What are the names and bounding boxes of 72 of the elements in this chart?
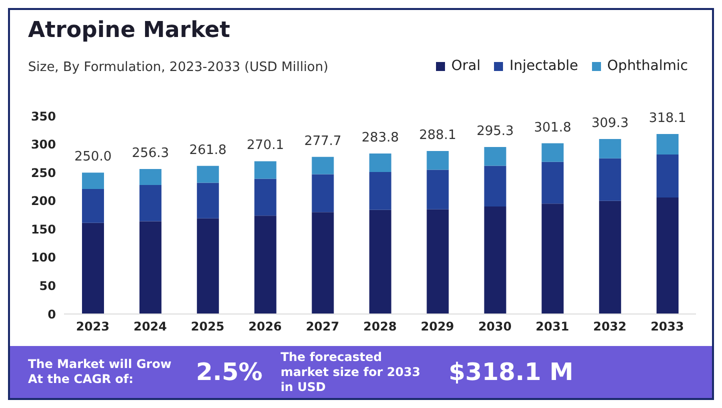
total-label: 277.7 [304,134,342,149]
chart-title: Atropine Market [28,18,230,43]
legend-label: Ophthalmic [606,58,688,74]
bar [196,182,219,218]
y-tick-label: 0 [48,307,56,322]
y-tick-label: 50 [39,278,56,293]
bar [656,154,679,198]
bar [426,151,449,170]
legend-label: Oral [450,58,480,74]
text: 2.5% [196,358,263,386]
x-tick-label: 2025 [190,320,224,334]
bar [196,218,219,314]
total-label: 261.8 [189,142,227,158]
bar [484,206,506,314]
bar [82,222,104,314]
bar [484,166,506,207]
y-tick-label: 300 [30,138,56,152]
y-tick-label: 350 [30,109,56,124]
bar [254,216,276,314]
y-tick-label: 150 [30,222,56,236]
bar [254,161,276,179]
text: The forecasted market size for 2033 in USD [280,350,422,394]
x-tick-label: 2032 [593,320,627,334]
bar [82,188,104,223]
text: The Market will Grow At the CAGR of: [28,357,172,387]
bar [312,212,334,314]
legend-label: Injectable [508,58,578,74]
bar [139,185,162,222]
x-tick-label: 2024 [133,320,167,334]
chart-subtitle: Size, By Formulation, 2023-2033 (USD Million) [28,60,328,75]
bar [426,170,449,210]
total-label: 295.3 [476,124,514,139]
y-tick-label: 100 [30,250,56,265]
bar [542,204,564,314]
bar [599,200,622,314]
bar [656,197,679,314]
total-label: 256.3 [132,146,170,162]
x-tick-label: 2028 [363,320,397,334]
bar [139,221,162,314]
x-tick-label: 2030 [478,320,512,334]
bar [82,172,104,189]
y-tick-label: 200 [30,194,56,208]
total-label: 318.1 [648,111,686,126]
bar [139,169,162,186]
total-label: 270.1 [246,138,284,154]
total-label: 250.0 [74,150,112,165]
bar [312,174,334,212]
bar [542,143,564,162]
total-label: 309.3 [591,116,629,132]
bar [599,158,622,201]
x-tick-label: 2023 [76,320,110,334]
x-tick-label: 2029 [420,320,454,334]
bar [312,156,334,174]
x-tick-label: 2026 [248,320,282,334]
bar [369,210,392,314]
bar [369,153,392,172]
bar [656,134,679,154]
bar [426,209,449,314]
total-label: 301.8 [534,120,572,136]
bar [254,178,276,216]
x-tick-label: 2027 [306,320,340,334]
x-tick-label: 2031 [536,320,570,334]
bar [484,146,506,166]
bar [369,172,392,210]
total-label: 283.8 [362,130,399,146]
x-tick-label: 2033 [650,320,684,334]
bar [196,166,219,183]
bar [542,162,564,204]
y-tick-label: 250 [30,166,56,180]
text: $318.1 M [448,358,574,386]
total-label: 288.1 [419,128,456,144]
bar [599,139,622,158]
